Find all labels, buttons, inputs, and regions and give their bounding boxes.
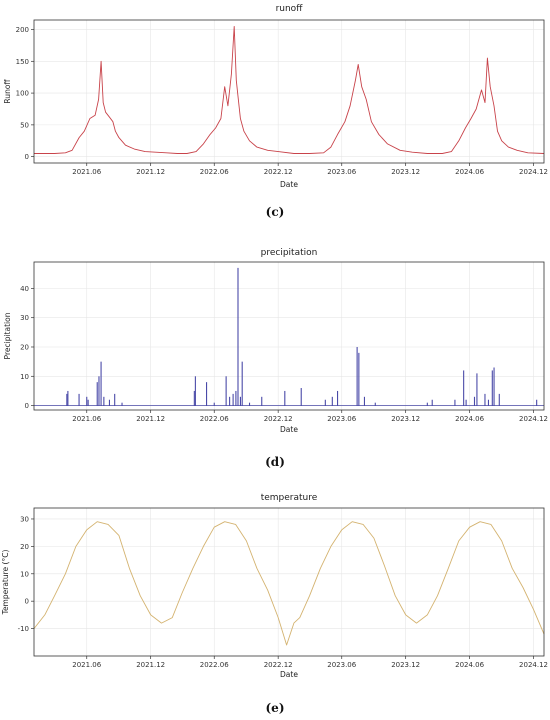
- runoff-xtick-label: 2024.06: [455, 168, 484, 176]
- temperature-xtick-label: 2024.06: [455, 661, 484, 669]
- temperature-xtick-label: 2023.06: [327, 661, 356, 669]
- precipitation-chart: 0 10 20 30 40 2021.06 2021.12 2022.06 2022.12 202…: [3, 248, 548, 469]
- runoff-ytick-label: 200: [16, 26, 29, 34]
- temperature-xtick-label: 2023.12: [391, 661, 420, 669]
- runoff-xtick-label: 2024.12: [519, 168, 548, 176]
- precipitation-ytick-label: 40: [20, 285, 29, 293]
- runoff-ytick-label: 50: [20, 121, 29, 129]
- runoff-xtick-label: 2023.06: [327, 168, 356, 176]
- runoff-ylabel: Runoff: [3, 79, 12, 104]
- runoff-xtick-label: 2022.06: [200, 168, 229, 176]
- temperature-ytick-label: 0: [25, 598, 29, 606]
- runoff-xtick-label: 2022.12: [264, 168, 293, 176]
- temperature-plot-frame: [33, 507, 545, 657]
- precipitation-xtick-label: 2021.12: [136, 415, 165, 423]
- precipitation-plot-frame: [33, 261, 545, 411]
- temperature-xtick-label: 2024.12: [519, 661, 548, 669]
- runoff-xtick-label: 2023.12: [391, 168, 420, 176]
- precipitation-ytick-label: 0: [25, 402, 29, 410]
- temperature-ytick-label: 20: [20, 543, 29, 551]
- temperature-ytick-label: 10: [20, 570, 29, 578]
- temperature-panel-label: (e): [266, 701, 285, 715]
- runoff-series-line: [34, 25, 545, 154]
- runoff-ytick-label: 0: [25, 153, 29, 161]
- temperature-title: temperature: [261, 493, 318, 503]
- precipitation-xtick-label: 2023.12: [391, 415, 420, 423]
- precipitation-xtick-label: 2024.12: [519, 415, 548, 423]
- runoff-ytick-label: 100: [16, 90, 29, 98]
- precipitation-xtick-label: 2022.06: [200, 415, 229, 423]
- precipitation-ylabel: Precipitation: [3, 312, 12, 359]
- runoff-xlabel: Date: [280, 180, 298, 189]
- temperature-chart: -10 0 10 20 30 2021.06 2021.12 2022.06 2022.12 20…: [1, 493, 548, 715]
- runoff-xtick-label: 2021.06: [72, 168, 101, 176]
- temperature-ylabel: Temperature (°C): [1, 550, 10, 616]
- runoff-xtick-label: 2021.12: [136, 168, 165, 176]
- precipitation-xtick-label: 2023.06: [327, 415, 356, 423]
- precipitation-xtick-label: 2022.12: [264, 415, 293, 423]
- temperature-ytick-label: -10: [18, 625, 29, 633]
- runoff-chart: 0 50 100 150 200 2021.06 2021.12 2022.06 2022.12…: [3, 4, 548, 219]
- precipitation-xtick-label: 2024.06: [455, 415, 484, 423]
- temperature-ytick-label: 30: [20, 515, 29, 523]
- temperature-xtick-label: 2021.06: [72, 661, 101, 669]
- temperature-xtick-label: 2021.12: [136, 661, 165, 669]
- precipitation-ytick-label: 30: [20, 314, 29, 322]
- precipitation-xlabel: Date: [280, 425, 298, 434]
- precipitation-ytick-label: 20: [20, 343, 29, 351]
- precipitation-title: precipitation: [261, 248, 318, 258]
- temperature-xtick-label: 2022.12: [264, 661, 293, 669]
- runoff-panel-label: (c): [266, 205, 285, 219]
- precipitation-panel-label: (d): [265, 455, 285, 469]
- precipitation-ytick-label: 10: [20, 373, 29, 381]
- runoff-ytick-label: 150: [16, 58, 29, 66]
- temperature-series-line: [33, 521, 545, 646]
- runoff-plot-frame: [33, 19, 545, 164]
- temperature-xlabel: Date: [280, 670, 298, 679]
- precipitation-xtick-label: 2021.06: [72, 415, 101, 423]
- runoff-title: runoff: [276, 4, 304, 14]
- temperature-xtick-label: 2022.06: [200, 661, 229, 669]
